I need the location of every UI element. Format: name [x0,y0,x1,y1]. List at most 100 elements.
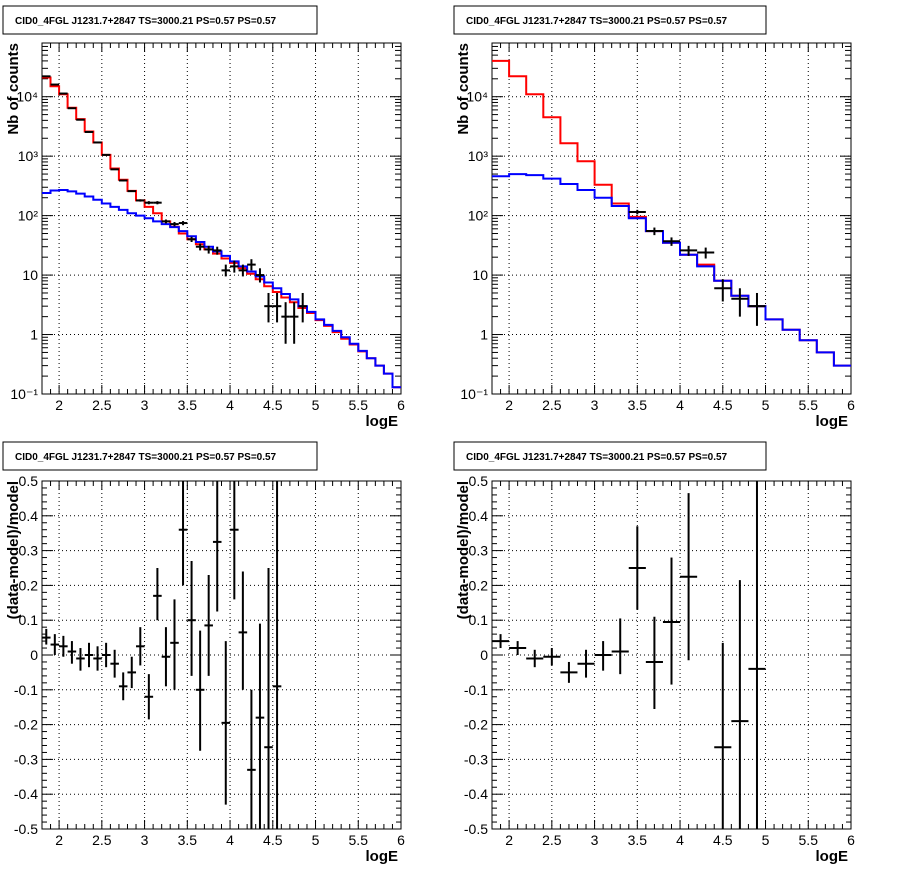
data-point [118,672,128,701]
x-tick-label: 4 [226,397,234,413]
y-tick-label: -0.4 [464,786,488,802]
data-point [161,219,171,224]
data-point [247,259,256,271]
y-tick-label: 0.5 [469,473,489,489]
data-point [84,130,94,133]
data-point [212,246,222,255]
y-tick-label: 0.4 [19,508,39,524]
total-model-line [42,76,401,389]
data-point [748,481,766,829]
x-tick-label: 2.5 [542,832,562,848]
y-tick-label: -0.5 [464,821,488,837]
data-point [272,481,282,829]
chart-panel-3: 2 2.5 3 3.5 4 4.5 5 5.5 6 -0.5 -0.4 -0.3 -0.2 -0.1 0 0.… [2,441,405,865]
data-point [178,221,188,226]
data-point [298,292,307,323]
y-tick-label: 10³ [18,148,39,164]
data-point [76,648,85,671]
x-tick-label: 2.5 [542,397,562,413]
axis-ticks [41,42,402,395]
y-tick-label: 0.3 [19,543,39,559]
title-box [453,441,767,471]
chart-title: CID0_4FGL J1231.7+2847 TS=3000.21 PS=0.5… [466,452,728,463]
data-point [714,279,732,302]
data-point [509,641,527,655]
data-point [144,674,154,720]
chart-panel-2: 2 2.5 3 3.5 4 4.5 5 5.5 6 10⁻¹ 1 10 10² 10³ 10⁴ logE Nb … [453,5,855,430]
y-tick-label: 0.4 [469,508,489,524]
y-tick-label: 0.2 [19,577,39,593]
y-axis-label: (data-model)/model [5,481,22,619]
x-tick-label: 3 [591,832,599,848]
x-tick-label: 4.5 [713,397,733,413]
y-tick-label: -0.2 [464,717,488,733]
title-box [2,441,318,471]
data-point [714,642,732,829]
x-tick-label: 4 [676,832,684,848]
data-point [662,557,681,685]
data-point [84,642,94,668]
data-point [153,568,162,621]
data-point [255,268,265,283]
x-axis-label: logE [816,413,849,430]
data-point [731,288,749,317]
data-point [170,599,179,690]
y-tick-label: -0.1 [464,682,488,698]
x-axis-label: logE [816,848,849,865]
data-point [101,642,111,668]
data-point [136,627,145,666]
plot-frame [41,42,402,395]
data-point [187,236,196,243]
chart-title: CID0_4FGL J1231.7+2847 TS=3000.21 PS=0.5… [15,16,277,27]
data-point [238,264,248,277]
y-tick-label: 10⁴ [466,89,488,105]
x-tick-label: 3 [591,397,599,413]
data-point [526,649,544,668]
data-point [628,526,646,610]
y-tick-label: 10² [18,208,39,224]
x-tick-label: 5 [312,832,320,848]
y-tick-label: 0 [480,647,488,663]
y-tick-label: -0.1 [14,682,38,698]
x-tick-label: 3.5 [178,397,198,413]
y-tick-label: 0.5 [19,473,39,489]
x-tick-label: 2 [55,397,63,413]
data-point [59,635,68,657]
data-point [611,618,629,675]
x-tick-label: 2 [55,832,63,848]
data-point [492,634,510,649]
x-tick-label: 6 [847,832,855,848]
title-box [2,5,318,35]
data-point [748,292,766,326]
data-points [492,481,766,829]
data-point [127,656,137,689]
grid [492,43,852,395]
data-points [628,209,766,326]
data-point [680,245,698,256]
y-tick-label: 10⁴ [16,89,38,105]
x-tick-label: 4 [676,397,684,413]
data-point [680,493,698,661]
data-points [42,75,307,344]
data-point [264,568,273,829]
y-tick-label: -0.3 [14,751,38,767]
y-tick-label: 10⁻¹ [460,386,488,402]
grid [42,43,402,395]
data-point [110,168,119,171]
data-point [543,648,561,666]
data-point [645,616,663,709]
x-tick-label: 5 [312,397,320,413]
data-point [594,641,612,671]
data-point [272,292,282,323]
data-point [50,83,60,86]
data-point [731,580,749,829]
data-point [67,641,77,664]
data-point [42,628,51,645]
data-point [127,190,137,193]
data-point [136,199,145,202]
source-model-line [492,173,851,367]
data-point [195,243,205,251]
plot-frame [491,42,852,395]
data-point [101,153,111,156]
